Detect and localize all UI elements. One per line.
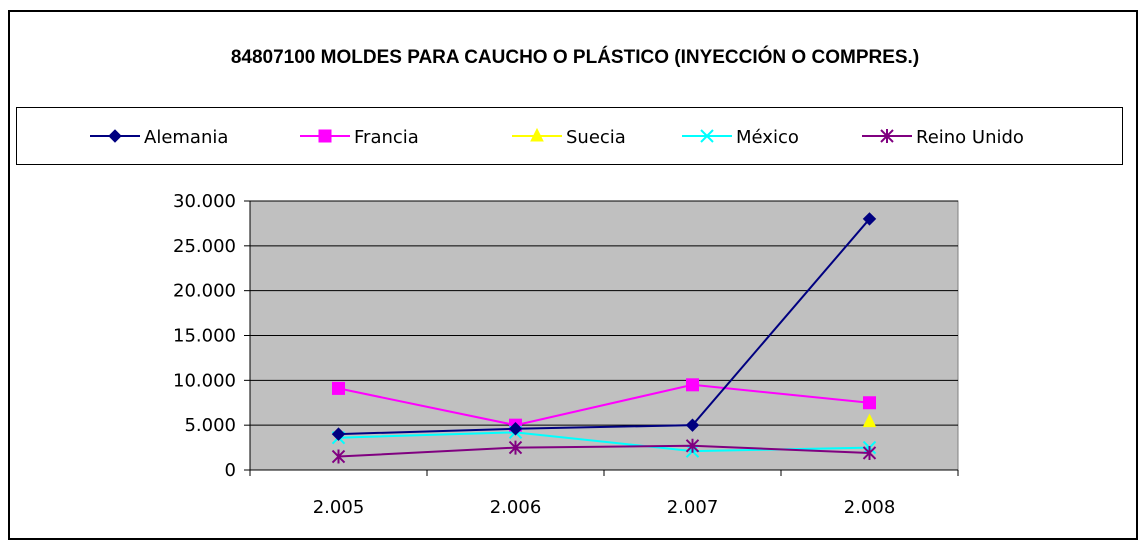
y-tick-label: 25.000 [173,236,236,257]
x-tick-label: 2.008 [844,497,896,518]
x-tick-label: 2.005 [313,497,365,518]
y-tick-label: 20.000 [173,281,236,302]
y-tick-label: 0 [225,460,236,481]
legend-label: Suecia [566,127,626,148]
series-line [338,218,871,436]
legend-marker [700,129,714,143]
legend-marker [318,129,332,143]
legend-label: Reino Unido [916,127,1024,148]
data-point [862,212,877,226]
legend-label: Alemania [144,127,228,148]
data-point [685,418,700,432]
y-tick-label: 5.000 [184,415,236,436]
data-point [862,445,877,460]
legend-marker [880,129,894,143]
y-tick-label: 30.000 [173,191,236,212]
x-tick-label: 2.006 [490,497,542,518]
legend-marker [108,129,122,143]
x-tick-label: 2.007 [667,497,719,518]
chart-title: 84807100 MOLDES PARA CAUCHO O PLÁSTICO (… [230,47,920,68]
legend-marker [530,127,544,142]
data-point [331,449,346,464]
data-point [863,396,876,410]
data-point [508,440,523,455]
series-line [338,383,870,427]
y-tick-label: 10.000 [173,370,236,391]
series-line [338,444,870,458]
data-point [685,438,700,453]
y-tick-label: 15.000 [173,326,236,347]
legend-box [16,107,1123,165]
legend-label: México [736,127,799,148]
legend-label: Francia [354,127,419,148]
data-point [862,413,877,428]
data-point [508,422,523,436]
data-point [332,381,345,395]
data-point [686,378,699,392]
data-point [331,427,346,441]
